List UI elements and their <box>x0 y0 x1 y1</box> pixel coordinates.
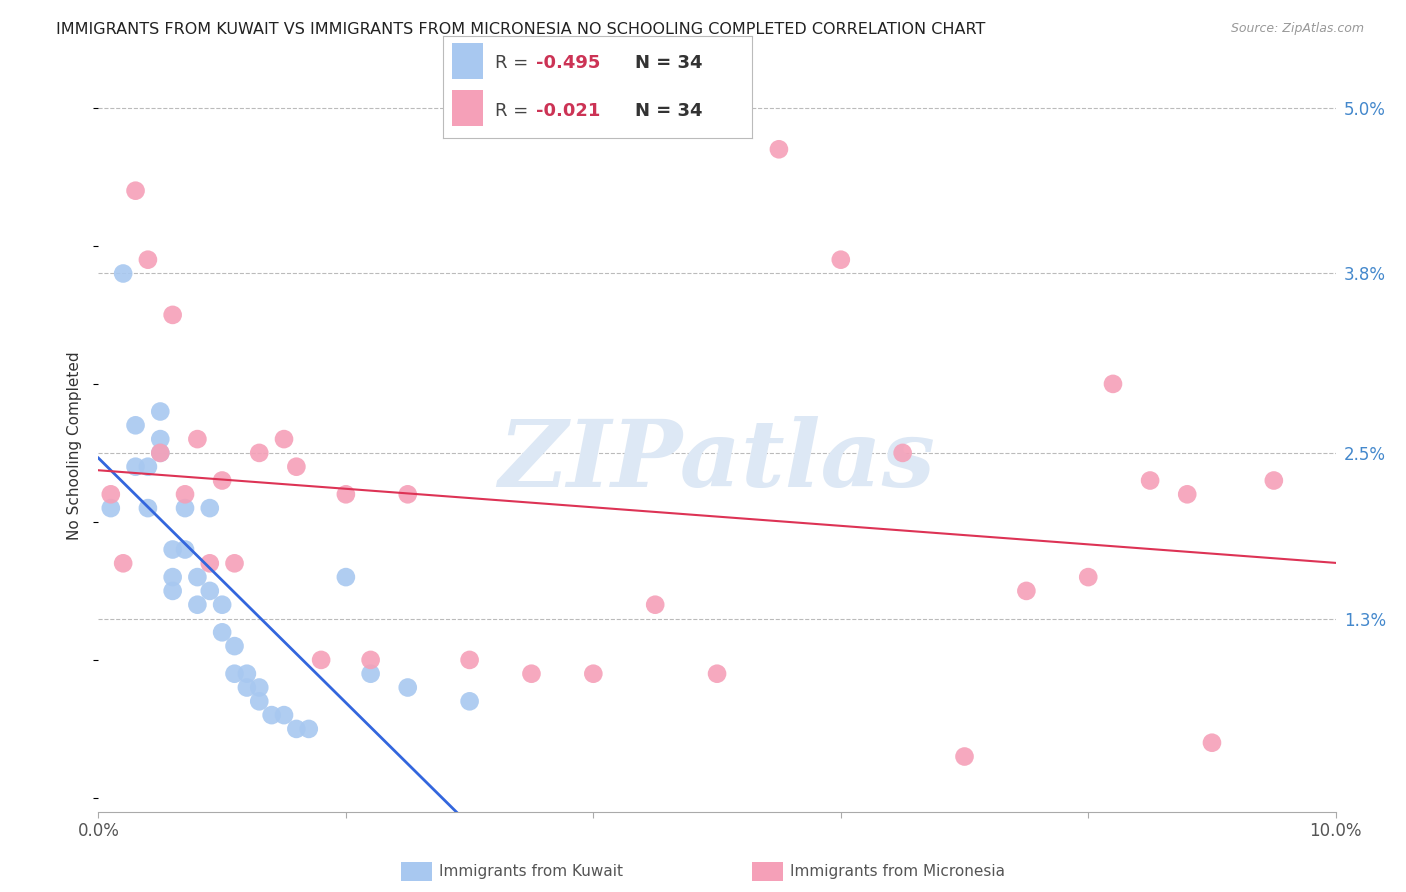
Point <box>162 308 184 322</box>
Text: -0.495: -0.495 <box>536 54 600 72</box>
Point <box>100 501 122 516</box>
Point <box>211 625 233 640</box>
Text: R =: R = <box>495 102 534 120</box>
Point <box>124 418 146 433</box>
Point <box>260 708 283 723</box>
Point <box>309 653 332 667</box>
Point <box>247 446 270 460</box>
Point <box>1015 583 1038 598</box>
Point <box>236 666 259 681</box>
Text: N = 34: N = 34 <box>634 102 702 120</box>
Point <box>112 557 135 571</box>
Point <box>582 666 605 681</box>
Text: ZIPatlas: ZIPatlas <box>499 416 935 506</box>
Text: IMMIGRANTS FROM KUWAIT VS IMMIGRANTS FROM MICRONESIA NO SCHOOLING COMPLETED CORR: IMMIGRANTS FROM KUWAIT VS IMMIGRANTS FRO… <box>56 22 986 37</box>
Point <box>162 583 184 598</box>
Point <box>186 598 208 612</box>
Point <box>891 446 914 460</box>
Point <box>1139 474 1161 488</box>
Text: Source: ZipAtlas.com: Source: ZipAtlas.com <box>1230 22 1364 36</box>
Point <box>335 487 357 501</box>
Point <box>186 432 208 446</box>
Point <box>273 432 295 446</box>
Point <box>768 142 790 156</box>
Point <box>1077 570 1099 584</box>
Bar <box>453 43 484 78</box>
Point <box>211 598 233 612</box>
Point <box>360 666 382 681</box>
Text: Immigrants from Kuwait: Immigrants from Kuwait <box>439 864 623 879</box>
Point <box>149 446 172 460</box>
Point <box>458 694 481 708</box>
Point <box>149 446 172 460</box>
Point <box>285 722 308 736</box>
Point <box>162 570 184 584</box>
Point <box>211 474 233 488</box>
Point <box>136 459 159 474</box>
Point <box>224 557 246 571</box>
Point <box>224 666 246 681</box>
Point <box>198 583 221 598</box>
Point <box>360 653 382 667</box>
Point <box>1102 376 1125 391</box>
Point <box>285 459 308 474</box>
Point <box>335 570 357 584</box>
Bar <box>453 90 484 126</box>
Point <box>1201 736 1223 750</box>
Text: Immigrants from Micronesia: Immigrants from Micronesia <box>790 864 1005 879</box>
Point <box>458 653 481 667</box>
Point <box>1175 487 1198 501</box>
Point <box>273 708 295 723</box>
Point <box>124 184 146 198</box>
Point <box>198 557 221 571</box>
Point <box>124 459 146 474</box>
Point <box>112 267 135 281</box>
Text: N = 34: N = 34 <box>634 54 702 72</box>
Point <box>1263 474 1285 488</box>
Point <box>100 487 122 501</box>
Point <box>149 432 172 446</box>
Point <box>236 681 259 695</box>
Text: R =: R = <box>495 54 534 72</box>
Point <box>136 252 159 267</box>
Point <box>953 749 976 764</box>
Point <box>224 639 246 653</box>
Point <box>247 681 270 695</box>
Point <box>644 598 666 612</box>
Point <box>149 404 172 418</box>
Point <box>174 487 197 501</box>
Point <box>198 501 221 516</box>
Y-axis label: No Schooling Completed: No Schooling Completed <box>67 351 83 541</box>
Text: -0.021: -0.021 <box>536 102 600 120</box>
Point <box>136 501 159 516</box>
Point <box>706 666 728 681</box>
Point <box>174 501 197 516</box>
Point <box>298 722 321 736</box>
Point <box>396 681 419 695</box>
Point <box>520 666 543 681</box>
Point <box>396 487 419 501</box>
Point <box>830 252 852 267</box>
Point <box>247 694 270 708</box>
Point <box>186 570 208 584</box>
Point <box>174 542 197 557</box>
Point <box>162 542 184 557</box>
